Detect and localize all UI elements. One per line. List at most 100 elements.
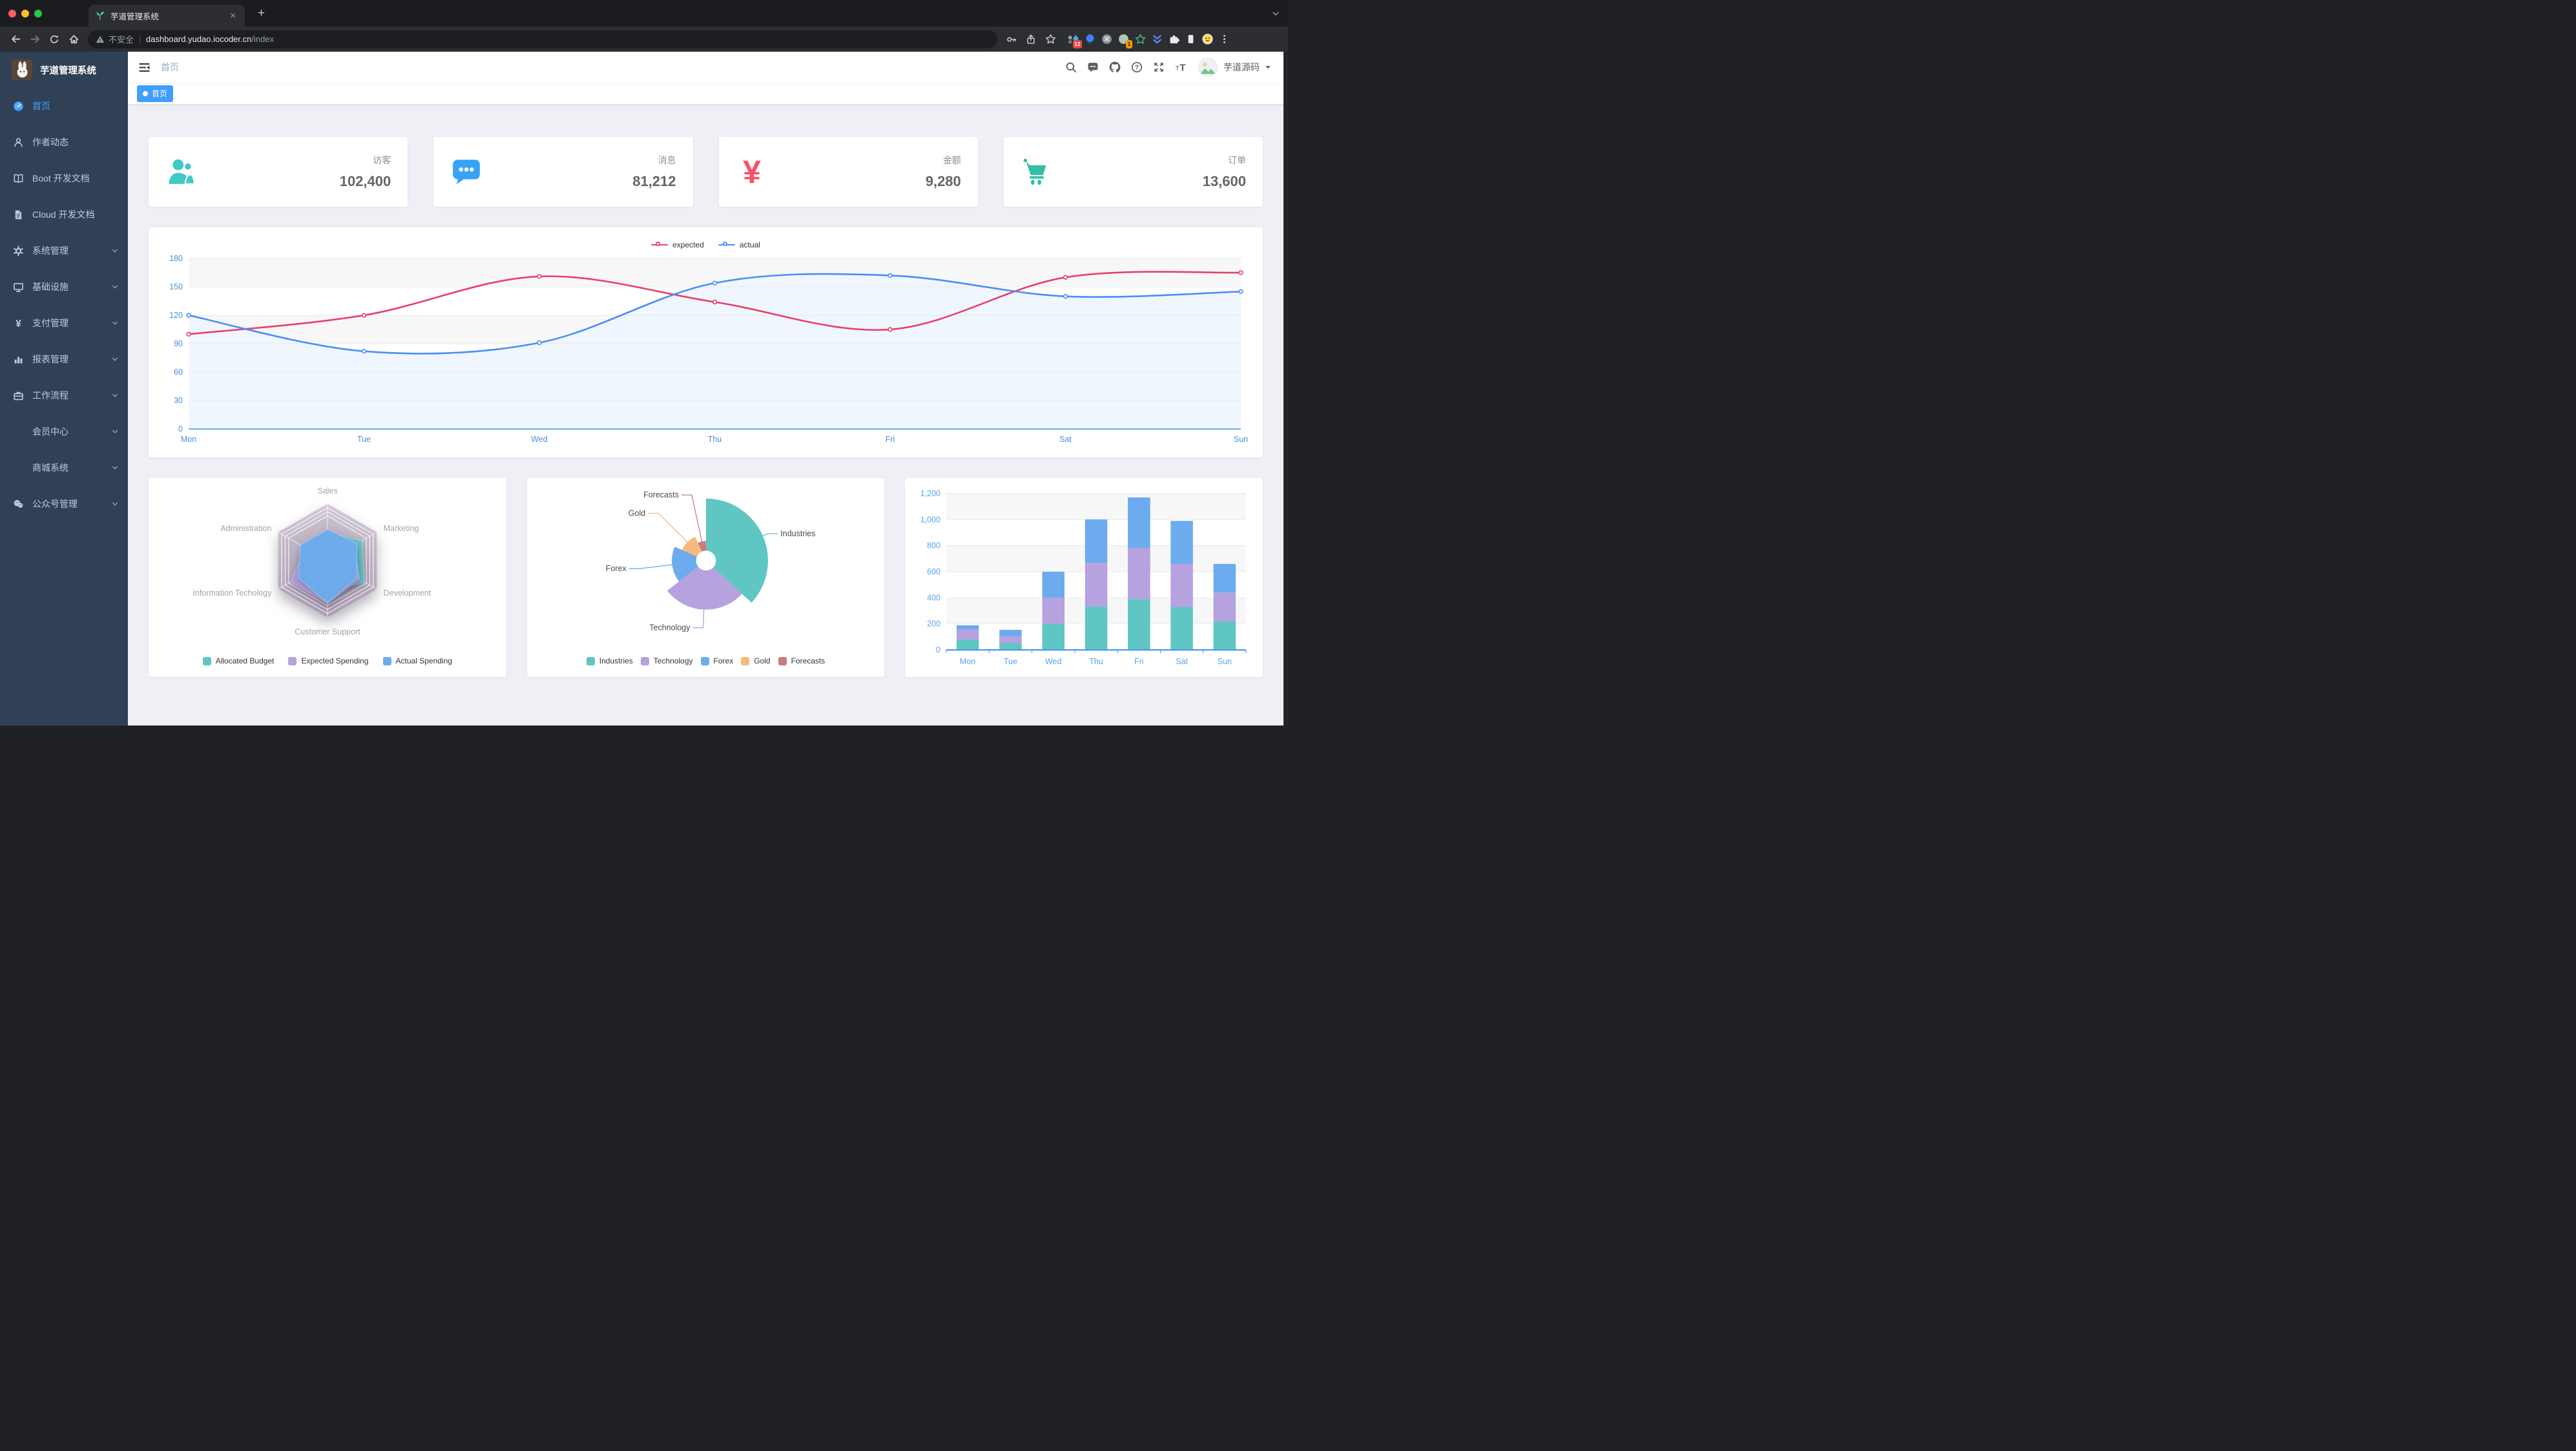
stat-card-2[interactable]: ¥ 金额 9,280 [718, 137, 978, 207]
minimize-window-button[interactable] [21, 9, 29, 17]
legend-item-expected[interactable]: expected [651, 240, 704, 249]
svg-text:120: 120 [169, 311, 183, 320]
stat-card-3[interactable]: 订单 13,600 [1003, 137, 1263, 207]
browser-tab[interactable]: 芋道管理系统 × [88, 5, 245, 26]
legend-item-forex[interactable]: Forex [700, 656, 733, 665]
menu-dots-icon[interactable] [1216, 31, 1232, 48]
pie-chart[interactable]: Industries Technology Forex Gold Forecasts [535, 485, 877, 650]
ext-command-icon[interactable]: ⌘ [1098, 31, 1115, 48]
legend-swatch [586, 656, 595, 665]
stat-card-1[interactable]: 消息 81,212 [433, 137, 693, 207]
stat-cards-row: 访客 102,400 消息 81,212 ¥ 金额 9,280 订单 13,600 [149, 137, 1263, 207]
reload-icon[interactable] [45, 30, 63, 48]
ext-recorder-icon[interactable]: 1 [1115, 31, 1132, 48]
sidebar-item-11[interactable]: 公众号管理 [0, 486, 128, 522]
svg-text:60: 60 [174, 368, 183, 377]
svg-text:Sales: Sales [317, 486, 337, 496]
maximize-window-button[interactable] [34, 9, 42, 17]
monitor-icon [12, 281, 24, 293]
sidebar-item-8[interactable]: 工作流程 [0, 377, 128, 413]
tab-list-chevron-icon[interactable] [1271, 9, 1280, 18]
legend-item-gold[interactable]: Gold [741, 656, 771, 665]
hamburger-icon[interactable] [128, 61, 161, 74]
tab-close-icon[interactable]: × [230, 10, 236, 21]
pie-chart-legend: Industries Technology Forex Gold Forecasts [535, 650, 877, 672]
legend-item-actual[interactable]: actual [718, 240, 760, 249]
question-icon[interactable]: ? [1126, 52, 1148, 83]
sidebar-item-0[interactable]: 首页 [0, 88, 128, 124]
profile-avatar-icon[interactable] [1199, 31, 1216, 48]
sidebar-item-10[interactable]: 商城系统 [0, 450, 128, 486]
sidebar-item-1[interactable]: 作者动态 [0, 124, 128, 160]
stat-card-label: 订单 [1228, 155, 1246, 165]
line-chart[interactable]: 0 30 60 90 120 150 180 Mon Tue Wed Thu Fri Sat Sun [159, 253, 1252, 448]
sidebar-item-label: 工作流程 [32, 390, 68, 401]
svg-text:400: 400 [927, 593, 940, 602]
legend-item-expected-spending[interactable]: Expected Spending [288, 656, 369, 665]
back-icon[interactable] [6, 30, 25, 48]
caret-down-icon[interactable] [1264, 63, 1272, 71]
sidebar-item-label: 作者动态 [32, 137, 68, 147]
sidebar-item-label: Boot 开发文档 [32, 173, 90, 183]
svg-text:Gold: Gold [628, 509, 645, 518]
sidebar-item-5[interactable]: 基础设施 [0, 269, 128, 305]
share-icon[interactable] [1022, 30, 1040, 48]
tag-home[interactable]: 首页 [137, 85, 174, 102]
legend-item-technology[interactable]: Technology [640, 656, 693, 665]
radar-chart[interactable]: Sales Administration Information Techology… [156, 485, 499, 650]
legend-item-allocated-budget[interactable]: Allocated Budget [202, 656, 274, 665]
sidebar-item-2[interactable]: Boot 开发文档 [0, 160, 128, 196]
forward-icon[interactable] [26, 30, 44, 48]
svg-text:Sat: Sat [1059, 435, 1072, 444]
ext-balloon-icon[interactable] [1081, 31, 1098, 48]
user-name[interactable]: 芋道源码 [1223, 62, 1260, 72]
url-path: /index [251, 34, 275, 44]
ext-chevrons-icon[interactable] [1148, 31, 1165, 48]
screen: 芋道管理系统 × + 不安全 dashboard.yudao.iocoder.c… [0, 0, 1288, 725]
stat-card-value: 13,600 [1202, 173, 1246, 189]
sidebar-item-6[interactable]: ¥ 支付管理 [0, 305, 128, 341]
stat-card-value: 9,280 [925, 173, 961, 189]
wechat-icon [12, 498, 24, 510]
main-area: 首页 ? T T 芋道源码 首页 访客 102,400 消息 81,212 ¥ 金额 9,280… [128, 52, 1283, 725]
stat-card-0[interactable]: 访客 102,400 [149, 137, 408, 207]
legend-label: Gold [754, 656, 771, 665]
svg-text:Marketing: Marketing [384, 524, 419, 533]
browser-tab-strip: 芋道管理系统 × + [0, 0, 1288, 26]
github-icon[interactable] [1104, 52, 1126, 83]
breadcrumb[interactable]: 首页 [161, 62, 179, 72]
user-avatar[interactable] [1198, 57, 1218, 77]
sidebar-item-label: 首页 [32, 101, 50, 111]
navbar-icon-group: ? T T [1060, 52, 1192, 83]
ext-tag-icon[interactable]: 12 [1065, 31, 1082, 48]
side-panel-icon[interactable] [1182, 31, 1199, 48]
address-bar[interactable]: 不安全 dashboard.yudao.iocoder.cn/index [88, 30, 997, 48]
bookmark-star-icon[interactable] [1041, 30, 1059, 48]
legend-item-forecasts[interactable]: Forecasts [778, 656, 825, 665]
svg-text:Development: Development [384, 589, 431, 598]
sidebar-item-3[interactable]: Cloud 开发文档 [0, 196, 128, 233]
no-icon [12, 426, 24, 437]
sidebar-item-9[interactable]: 会员中心 [0, 413, 128, 450]
ext-vue-star-icon[interactable] [1132, 31, 1148, 48]
new-tab-button[interactable]: + [258, 6, 265, 20]
home-icon[interactable] [65, 30, 83, 48]
tag-label: 首页 [152, 89, 168, 98]
bar-chart[interactable]: 0 200 400 600 800 1,000 1,200 Mon Tue Wed Thu Fri Sa… [913, 485, 1255, 672]
sidebar-menu: 首页作者动态 Boot 开发文档 Cloud 开发文档 系统管理 基础设施 ¥ 支付管理 报表… [0, 88, 128, 725]
legend-item-actual-spending[interactable]: Actual Spending [382, 656, 452, 665]
logo[interactable]: 芋道管理系统 [0, 52, 128, 88]
legend-label: expected [672, 240, 704, 249]
puzzle-icon[interactable] [1165, 31, 1182, 48]
close-window-button[interactable] [8, 9, 16, 17]
key-icon[interactable] [1002, 30, 1021, 48]
money-yen-icon: ¥ [736, 156, 768, 188]
sidebar-item-7[interactable]: 报表管理 [0, 341, 128, 377]
fullscreen-icon[interactable] [1148, 52, 1170, 83]
url-host: dashboard.yudao.iocoder.cn [146, 34, 252, 44]
search-icon[interactable] [1060, 52, 1082, 83]
message-icon[interactable] [1082, 52, 1104, 83]
sidebar-item-4[interactable]: 系统管理 [0, 233, 128, 269]
legend-item-industries[interactable]: Industries [586, 656, 633, 665]
